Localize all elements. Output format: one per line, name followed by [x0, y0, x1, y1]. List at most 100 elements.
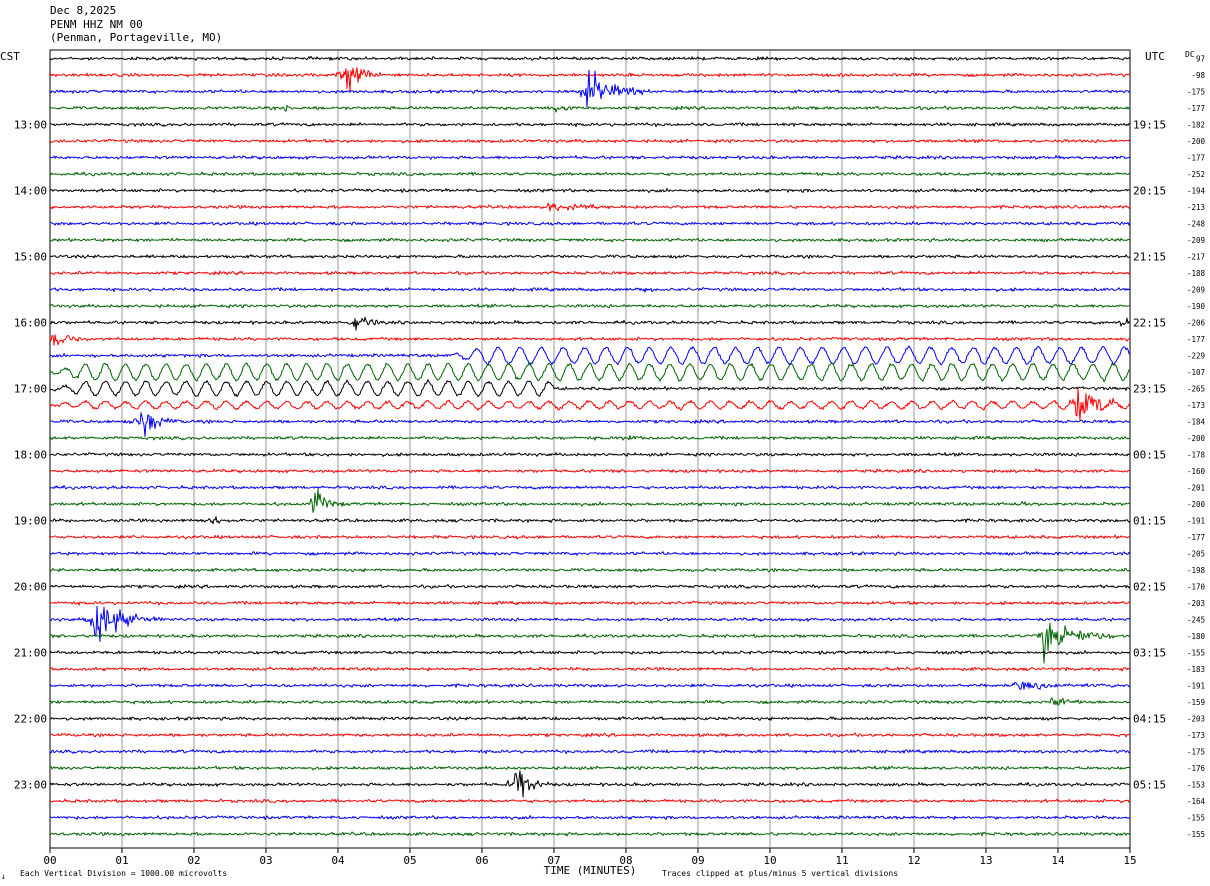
dc-offset-labels: 97 -98 -175 -177 -182 -200 -177 -252 -194 -213 -24… [1187, 55, 1206, 840]
trace-line [49, 287, 1131, 293]
cst-hour-label: 23:00 [14, 779, 47, 792]
trace-line [49, 583, 1131, 589]
trace-line [49, 650, 1131, 656]
dc-offset-label: -177 [1187, 533, 1205, 542]
dc-offset-label: -107 [1187, 368, 1205, 377]
utc-hour-label: 20:15 [1133, 185, 1166, 198]
trace-line [49, 798, 1131, 804]
trace-line [49, 716, 1131, 721]
dc-offset-label: -170 [1187, 583, 1206, 592]
trace-line [49, 516, 1131, 525]
trace-line [49, 605, 1131, 643]
dc-offset-label: -153 [1187, 781, 1205, 790]
trace-line [49, 270, 1131, 276]
vertical-division-note: Each Vertical Division = 1000.00 microvo… [20, 869, 227, 878]
dc-offset-label: -177 [1187, 154, 1205, 163]
dc-offset-label: -200 [1187, 137, 1206, 146]
trace-line [49, 316, 1131, 331]
trace-line [49, 379, 1131, 398]
trace-line [49, 221, 1131, 226]
dc-offset-label: -203 [1187, 599, 1205, 608]
cst-hour-label: 14:00 [14, 185, 47, 198]
cst-hour-label: 22:00 [14, 713, 47, 726]
trace-line [49, 237, 1131, 243]
dc-offset-label: -265 [1187, 385, 1205, 394]
plot-frame [49, 49, 1131, 849]
utc-hour-labels: 19:15 20:15 21:15 22:15 23:15 00:15 01:15 02:15… [1133, 119, 1166, 792]
x-tick-label: 03 [259, 854, 272, 867]
dc-offset-label: -190 [1187, 302, 1206, 311]
dc-offset-label: -183 [1187, 665, 1205, 674]
trace-line [49, 104, 1131, 113]
x-tick-label: 00 [43, 854, 56, 867]
trace-line [49, 67, 1131, 92]
x-tick-label: 13 [979, 854, 992, 867]
dc-offset-label: -173 [1187, 731, 1205, 740]
grid-lines [49, 49, 1131, 849]
trace-line [49, 412, 1131, 438]
utc-hour-label: 05:15 [1133, 779, 1166, 792]
cst-hour-label: 18:00 [14, 449, 47, 462]
dc-offset-label: -194 [1187, 187, 1206, 196]
dc-offset-label: 97 [1196, 55, 1205, 64]
trace-line [49, 681, 1131, 690]
x-tick-label: 01 [115, 854, 128, 867]
dc-offset-label: -200 [1187, 434, 1206, 443]
utc-hour-label: 01:15 [1133, 515, 1166, 528]
trace-line [49, 138, 1131, 144]
x-tick-label: 05 [403, 854, 416, 867]
right-timezone-label: UTC [1145, 50, 1165, 63]
dc-offset-label: -180 [1187, 632, 1206, 641]
cst-hour-label: 20:00 [14, 581, 47, 594]
station-label: PENM HHZ NM 00 [50, 17, 143, 31]
cst-hour-labels: 13:00 14:00 15:00 16:00 17:00 18:00 19:00 20:00… [14, 119, 47, 792]
dc-offset-label: -198 [1187, 566, 1206, 575]
dc-offset-label: -155 [1187, 814, 1205, 823]
dc-offset-label: -178 [1187, 451, 1206, 460]
clipping-note: Traces clipped at plus/minus 5 vertical … [662, 869, 898, 878]
dc-offset-label: -205 [1187, 550, 1205, 559]
x-tick-label: 15 [1123, 854, 1136, 867]
trace-line [49, 831, 1131, 837]
cst-hour-label: 17:00 [14, 383, 47, 396]
dc-offset-label: -209 [1187, 236, 1205, 245]
trace-line [49, 770, 1131, 798]
utc-hour-label: 22:15 [1133, 317, 1166, 330]
x-tick-label: 12 [907, 854, 920, 867]
trace-line [49, 732, 1131, 738]
utc-hour-label: 19:15 [1133, 119, 1166, 132]
dc-offset-label: -217 [1187, 253, 1205, 262]
dc-offset-label: -191 [1187, 517, 1205, 526]
dc-offset-label: -175 [1187, 748, 1205, 757]
dc-offset-label: -164 [1187, 797, 1206, 806]
utc-hour-label: 23:15 [1133, 383, 1166, 396]
dc-offset-label: -252 [1187, 170, 1205, 179]
dc-offset-label: -203 [1187, 715, 1205, 724]
cst-hour-label: 13:00 [14, 119, 47, 132]
dc-offset-label: -159 [1187, 698, 1205, 707]
dc-offset-label: -229 [1187, 352, 1205, 361]
trace-line [49, 345, 1131, 366]
x-tick-label: 07 [547, 854, 560, 867]
trace-line [49, 468, 1131, 474]
station-header: Dec 8,2025 PENM HHZ NM 00 (Penman, Porta… [50, 4, 222, 45]
x-axis-title: TIME (MINUTES) [544, 864, 637, 877]
dc-offset-label: -155 [1187, 830, 1205, 839]
trace-line [49, 362, 1131, 383]
x-tick-label: 10 [763, 854, 776, 867]
x-tick-label: 02 [187, 854, 200, 867]
trace-line [49, 202, 1131, 212]
dc-offset-label: -213 [1187, 203, 1205, 212]
trace-line [49, 55, 1131, 61]
trace-line [49, 484, 1131, 490]
dc-offset-label: -206 [1187, 319, 1206, 328]
dc-offset-label: -184 [1187, 418, 1206, 427]
trace-line [49, 387, 1131, 421]
trace-line [49, 171, 1131, 177]
dc-offset-label: -155 [1187, 649, 1205, 658]
utc-hour-label: 02:15 [1133, 581, 1166, 594]
trace-line [49, 600, 1131, 606]
trace-line [49, 334, 1131, 346]
trace-line [49, 534, 1131, 540]
